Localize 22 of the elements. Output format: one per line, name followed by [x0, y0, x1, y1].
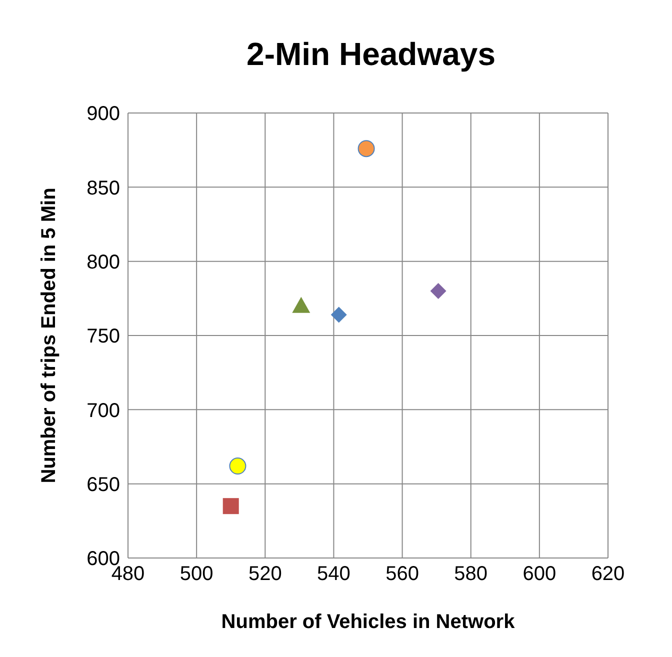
y-tick-label: 800	[86, 251, 120, 274]
x-axis-title: Number of Vehicles in Network	[221, 611, 516, 633]
point	[292, 296, 310, 313]
y-tick-label: 900	[86, 103, 120, 126]
point	[430, 283, 446, 299]
point	[358, 140, 375, 158]
x-tick-label: 600	[522, 563, 556, 586]
x-tick-label: 620	[591, 563, 625, 586]
point	[229, 458, 246, 475]
y-tick-label: 850	[86, 177, 120, 200]
chart-title: 2-Min Headways	[246, 35, 496, 74]
point	[330, 306, 347, 323]
x-tick-label: 540	[317, 563, 350, 586]
x-tick-label: 520	[248, 563, 282, 586]
y-tick-label: 750	[86, 326, 120, 348]
x-tick-label: 500	[180, 563, 214, 586]
point	[222, 498, 239, 514]
x-tick-label: 560	[386, 563, 419, 586]
y-tick-label: 700	[86, 400, 120, 422]
y-axis-title: Number of trips Ended in 5 Min	[38, 188, 60, 484]
x-tick-label: 580	[454, 563, 488, 586]
y-tick-label: 650	[86, 474, 120, 496]
